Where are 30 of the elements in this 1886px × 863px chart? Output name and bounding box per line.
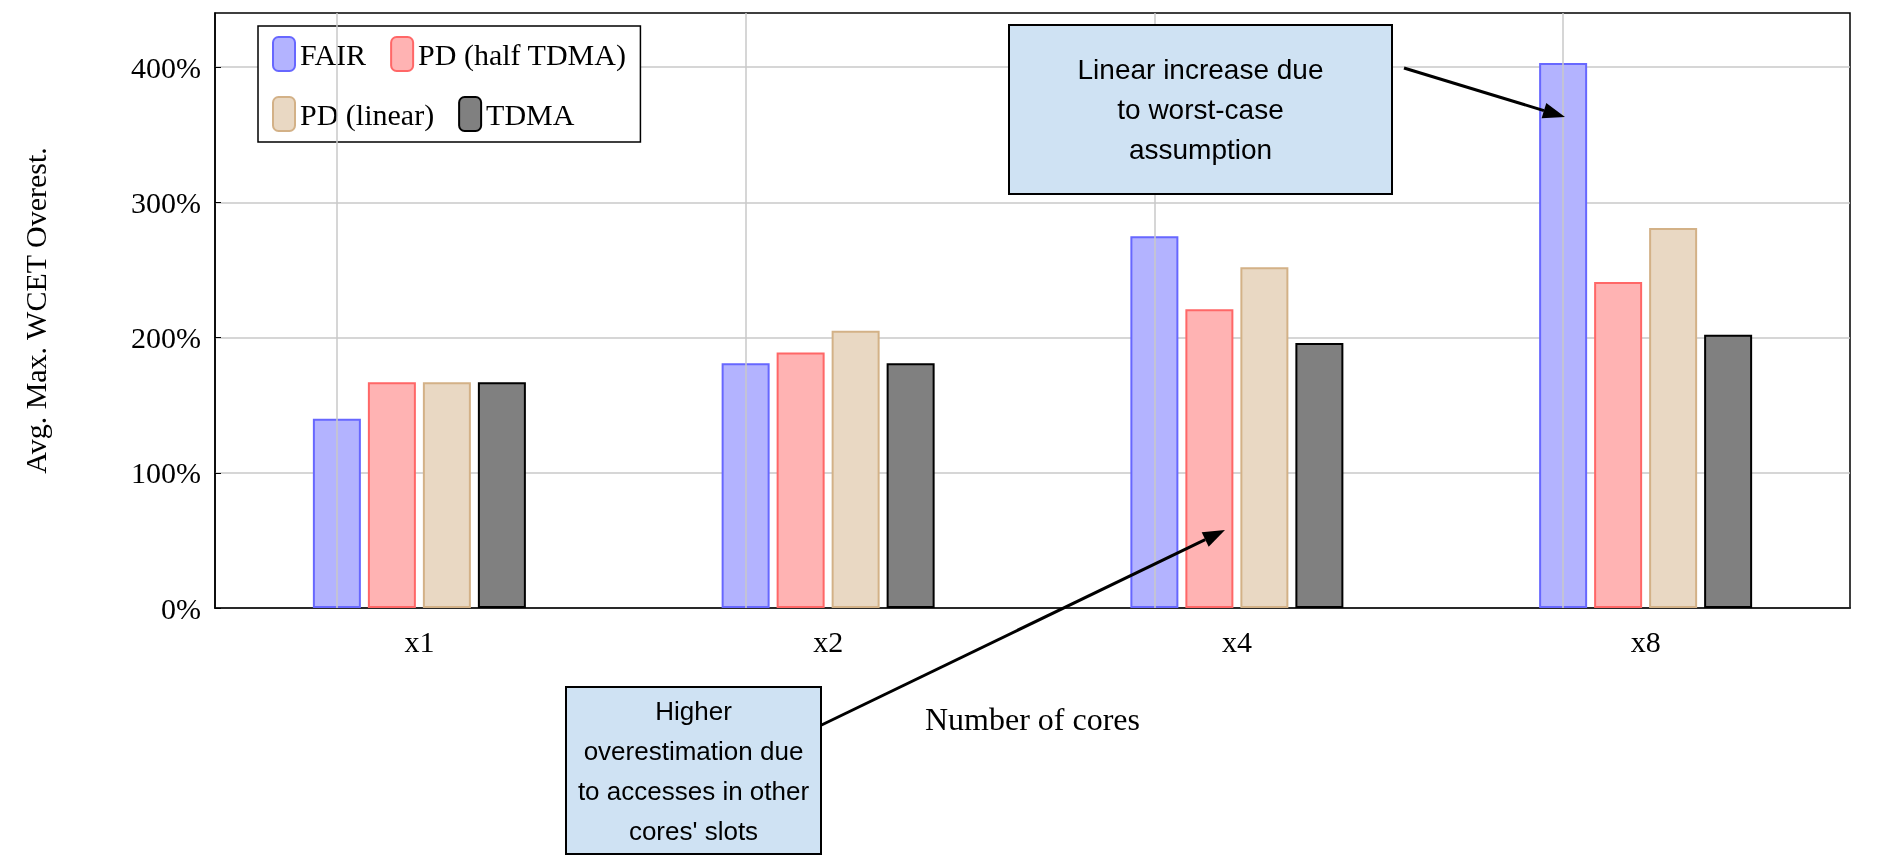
- bar: [422, 382, 471, 608]
- legend-label: FAIR: [300, 37, 367, 71]
- x-tick-label: x8: [1630, 624, 1661, 658]
- bar: [721, 363, 770, 608]
- x-tick-label: x2: [813, 624, 844, 658]
- y-tick-label: 400%: [131, 50, 201, 84]
- x-tick-label: x1: [404, 624, 435, 658]
- bar: [831, 330, 880, 608]
- bar: [1130, 236, 1179, 608]
- bar: [1594, 282, 1643, 608]
- legend-label: PD (linear): [300, 97, 435, 132]
- bar: [1649, 228, 1698, 608]
- annotation: Linear increase due to worst-case assumption: [1076, 52, 1325, 167]
- y-tick-label: 0%: [161, 591, 201, 625]
- bar: [312, 418, 361, 608]
- callout-box: Higher overestimation due to accesses in other cores' slots: [565, 686, 822, 855]
- bar: [367, 382, 416, 608]
- bar: [1240, 267, 1289, 608]
- legend-label: PD (half TDMA): [418, 37, 626, 72]
- bar: [1185, 309, 1234, 608]
- callout-box: Linear increase due to worst-case assumption: [1008, 24, 1393, 195]
- bar: [1539, 63, 1588, 608]
- x-axis-title: Number of cores: [924, 701, 1141, 737]
- bar: [776, 352, 825, 608]
- y-tick-label: 100%: [131, 456, 201, 490]
- legend-label: TDMA: [486, 97, 575, 131]
- x-tick-label: x4: [1221, 624, 1252, 658]
- y-tick-label: 200%: [131, 321, 201, 355]
- y-tick-label: 300%: [131, 185, 201, 219]
- y-axis-title: Avg. Max. WCET Overest.: [18, 147, 52, 474]
